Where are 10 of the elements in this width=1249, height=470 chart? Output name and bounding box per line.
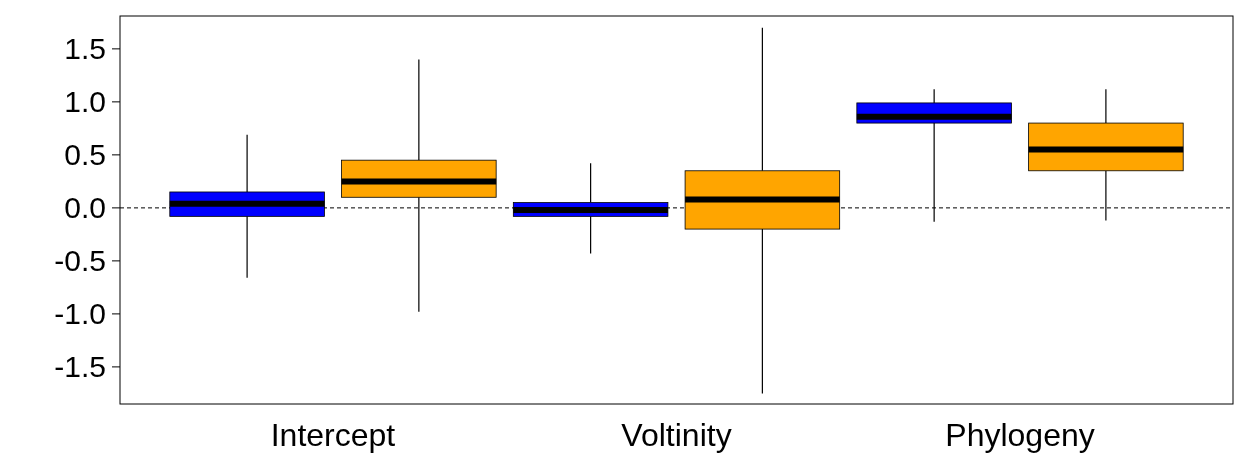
y-tick-label: 1.5: [64, 32, 106, 66]
x-tick-label: Phylogeny: [945, 417, 1095, 453]
x-tick-label: Intercept: [270, 417, 396, 453]
y-tick-label: -1.0: [54, 297, 106, 331]
y-tick-label: -1.5: [54, 350, 106, 384]
y-tick-label: 0.5: [64, 138, 106, 172]
x-tick-label: Voltinity: [621, 417, 732, 453]
y-tick-label: -0.5: [54, 244, 106, 278]
y-tick-label: 0.0: [64, 191, 106, 225]
y-tick-label: 1.0: [64, 85, 106, 119]
